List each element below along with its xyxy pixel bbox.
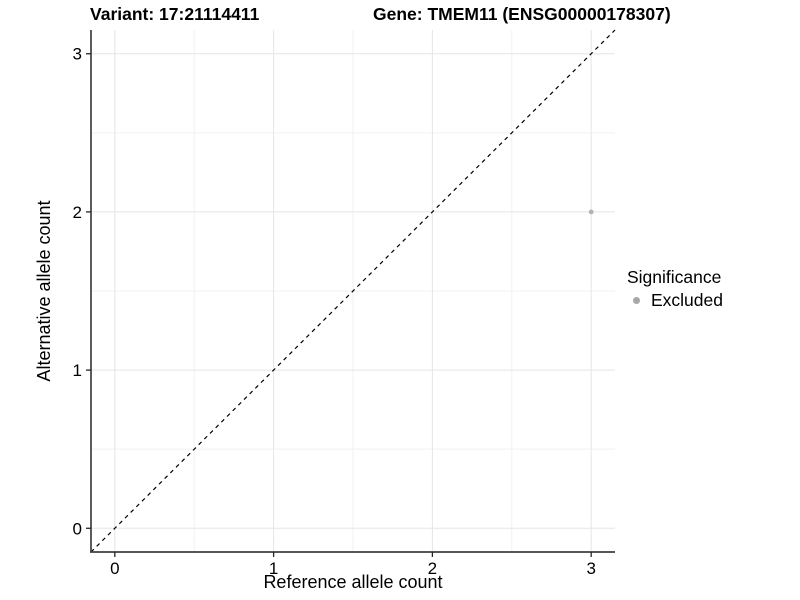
legend-title: Significance	[627, 267, 722, 287]
x-tick-label: 2	[428, 559, 437, 578]
x-axis-title: Reference allele count	[263, 572, 443, 592]
variant-title: Variant: 17:21114411	[90, 4, 260, 24]
gene-title: Gene: TMEM11 (ENSG00000178307)	[373, 4, 671, 24]
identity-dashed-line	[90, 29, 616, 553]
legend: Significance Excluded	[627, 266, 723, 311]
y-tick-label: 0	[73, 519, 82, 538]
x-tick-label: 0	[110, 559, 119, 578]
y-tick-label: 1	[73, 361, 82, 380]
legend-item-excluded: Excluded	[627, 289, 723, 311]
y-tick-label: 2	[73, 203, 82, 222]
legend-item-label: Excluded	[651, 290, 723, 310]
y-tick-label: 3	[73, 45, 82, 64]
x-tick-label: 1	[269, 559, 278, 578]
data-point-excluded	[588, 209, 594, 215]
y-axis-title: Alternative allele count	[34, 200, 54, 382]
x-tick-label: 3	[586, 559, 595, 578]
legend-point-icon	[633, 296, 640, 304]
